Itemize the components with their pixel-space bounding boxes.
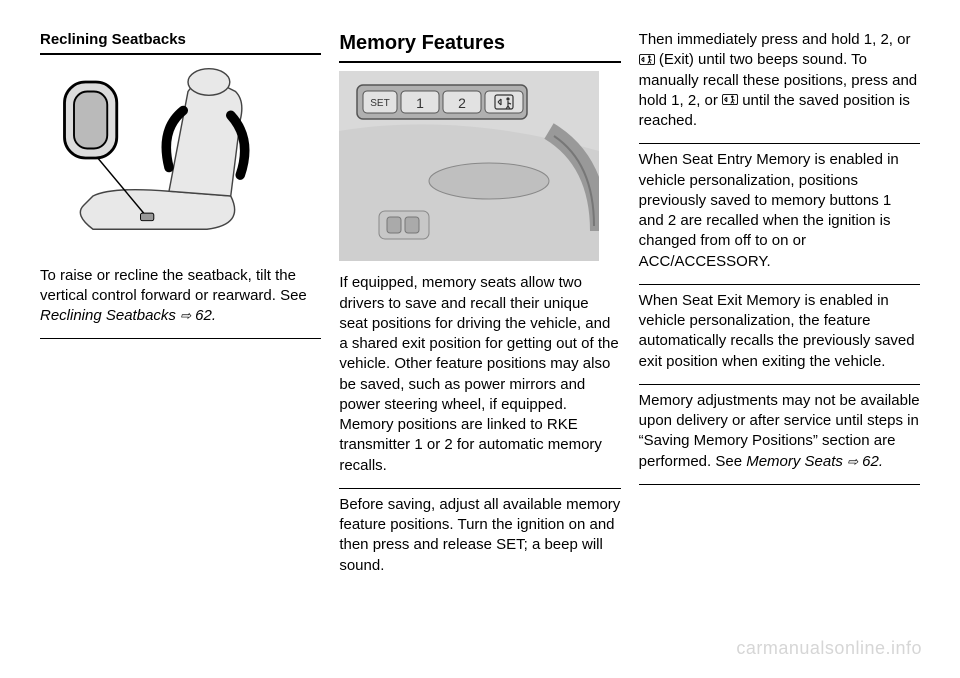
column-3: Then immediately press and hold 1, 2, or…: [639, 30, 920, 610]
divider: [339, 488, 620, 489]
ref-icon: ⇨: [847, 453, 858, 471]
col3-para-1: Then immediately press and hold 1, 2, or…: [639, 30, 920, 131]
reclining-ref-title: Reclining Seatbacks: [40, 307, 176, 324]
col3-para-3: When Seat Exit Memory is enabled in vehi…: [639, 291, 920, 372]
reclining-text-a: To raise or recline the seatback, tilt t…: [40, 267, 307, 304]
memory-illustration: SET 1 2: [339, 71, 599, 261]
column-2: Memory Features SET 1 2: [339, 30, 620, 610]
mem-2-label: 2: [458, 95, 466, 111]
watermark-text: carmanualsonline.info: [736, 636, 922, 660]
divider: [639, 284, 920, 285]
col3-para-4: Memory adjustments may not be available …: [639, 391, 920, 472]
exit-icon: [639, 54, 655, 65]
reclining-ref-page: 62.: [191, 307, 216, 324]
memory-para-1: If equipped, memory seats allow two driv…: [339, 273, 620, 476]
col3-para-2: When Seat Entry Memory is enabled in veh…: [639, 150, 920, 272]
memory-para-2: Before saving, adjust all available memo…: [339, 495, 620, 576]
c3p4-ref: Memory Seats: [746, 453, 843, 470]
c3p4-ref-page: 62.: [858, 453, 883, 470]
divider: [40, 338, 321, 339]
memory-buttons-figure: SET 1 2: [339, 71, 620, 267]
reclining-seatbacks-heading: Reclining Seatbacks: [40, 30, 321, 55]
ref-icon: ⇨: [180, 307, 191, 325]
column-1: Reclining Seatbacks: [40, 30, 321, 610]
divider: [639, 143, 920, 144]
set-button-label: SET: [371, 98, 390, 109]
page-columns: Reclining Seatbacks: [40, 30, 920, 610]
reclining-para: To raise or recline the seatback, tilt t…: [40, 266, 321, 327]
seat-illustration: [40, 63, 260, 253]
divider: [639, 484, 920, 485]
memory-features-heading: Memory Features: [339, 30, 620, 63]
c3p1-a: Then immediately press and hold 1, 2, or: [639, 31, 911, 48]
exit-icon: [722, 94, 738, 105]
reclining-seat-figure: [40, 63, 321, 259]
divider: [639, 384, 920, 385]
mem-1-label: 1: [416, 95, 424, 111]
